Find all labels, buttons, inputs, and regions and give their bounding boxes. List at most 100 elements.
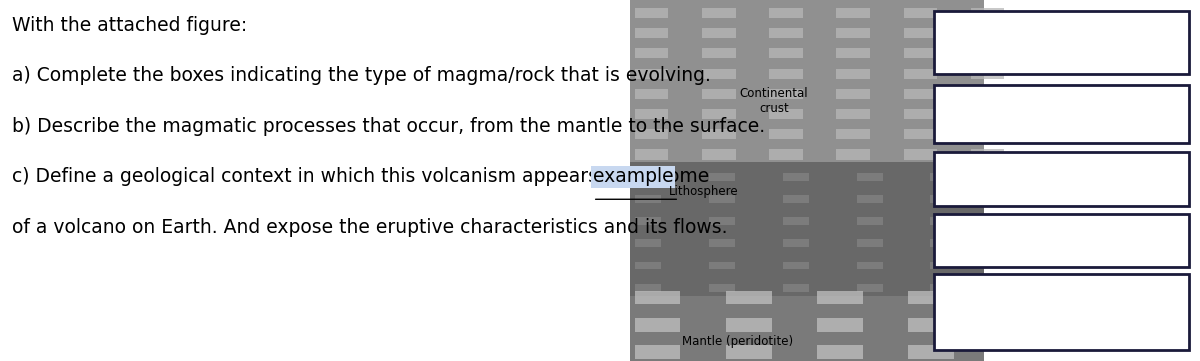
Bar: [709, 261, 736, 269]
Text: example: example: [593, 168, 673, 186]
Bar: [635, 28, 668, 38]
Bar: [971, 28, 1004, 38]
Bar: [836, 28, 870, 38]
Text: c) Define a geological context in which this volcanism appears. Give some: c) Define a geological context in which …: [12, 168, 715, 186]
Bar: [702, 48, 736, 58]
Bar: [971, 69, 1004, 79]
Bar: [635, 129, 668, 139]
Bar: [857, 195, 883, 203]
Bar: [709, 239, 736, 247]
Bar: [769, 89, 803, 99]
Bar: [836, 89, 870, 99]
Bar: [908, 345, 954, 359]
Bar: [769, 28, 803, 38]
Bar: [908, 318, 954, 332]
Bar: [630, 162, 984, 296]
Bar: [836, 149, 870, 160]
Bar: [904, 69, 937, 79]
Bar: [934, 274, 1189, 350]
Bar: [934, 11, 1189, 74]
Bar: [635, 261, 661, 269]
Bar: [635, 69, 668, 79]
Bar: [971, 109, 1004, 119]
Bar: [904, 89, 937, 99]
Bar: [836, 48, 870, 58]
Bar: [782, 261, 809, 269]
Bar: [971, 48, 1004, 58]
Text: Lithosphere: Lithosphere: [668, 185, 738, 198]
Bar: [857, 217, 883, 225]
Bar: [769, 149, 803, 160]
Text: Continental
crust: Continental crust: [739, 87, 809, 115]
Bar: [635, 149, 668, 160]
Bar: [817, 291, 863, 304]
Bar: [782, 239, 809, 247]
Bar: [635, 291, 680, 304]
Bar: [836, 69, 870, 79]
Bar: [934, 214, 1189, 267]
Bar: [702, 69, 736, 79]
Bar: [782, 284, 809, 292]
Bar: [930, 173, 956, 180]
Bar: [857, 284, 883, 292]
Bar: [930, 195, 956, 203]
Bar: [904, 28, 937, 38]
Bar: [836, 109, 870, 119]
Bar: [769, 129, 803, 139]
Bar: [904, 109, 937, 119]
Bar: [817, 318, 863, 332]
Bar: [726, 318, 772, 332]
Text: of a volcano on Earth. And expose the eruptive characteristics and its flows.: of a volcano on Earth. And expose the er…: [12, 218, 727, 237]
Bar: [971, 149, 1004, 160]
Bar: [709, 195, 736, 203]
Bar: [934, 152, 1189, 206]
Bar: [769, 48, 803, 58]
Bar: [782, 173, 809, 180]
Text: With the attached figure:: With the attached figure:: [12, 16, 247, 35]
Bar: [930, 217, 956, 225]
Bar: [930, 261, 956, 269]
Bar: [934, 85, 1189, 143]
Bar: [702, 28, 736, 38]
Bar: [635, 48, 668, 58]
Bar: [702, 89, 736, 99]
Bar: [904, 149, 937, 160]
Bar: [702, 129, 736, 139]
Bar: [782, 217, 809, 225]
Bar: [971, 89, 1004, 99]
Bar: [904, 48, 937, 58]
Bar: [782, 195, 809, 203]
Bar: [836, 129, 870, 139]
Bar: [836, 8, 870, 18]
Bar: [971, 129, 1004, 139]
Bar: [857, 239, 883, 247]
Bar: [857, 261, 883, 269]
Bar: [702, 149, 736, 160]
Bar: [635, 318, 680, 332]
Bar: [635, 239, 661, 247]
Bar: [769, 8, 803, 18]
Bar: [630, 0, 984, 361]
Bar: [635, 284, 661, 292]
Bar: [635, 8, 668, 18]
Bar: [709, 217, 736, 225]
Bar: [635, 345, 680, 359]
Bar: [726, 291, 772, 304]
Bar: [817, 345, 863, 359]
Bar: [635, 195, 661, 203]
Bar: [635, 217, 661, 225]
Bar: [930, 284, 956, 292]
Bar: [630, 0, 984, 162]
Text: b) Describe the magmatic processes that occur, from the mantle to the surface.: b) Describe the magmatic processes that …: [12, 117, 766, 136]
Bar: [635, 173, 661, 180]
Text: Mantle (peridotite): Mantle (peridotite): [682, 335, 793, 348]
Bar: [857, 173, 883, 180]
Bar: [726, 345, 772, 359]
Bar: [630, 296, 984, 361]
Bar: [702, 8, 736, 18]
Bar: [769, 109, 803, 119]
Bar: [971, 8, 1004, 18]
Bar: [930, 239, 956, 247]
Bar: [635, 89, 668, 99]
Bar: [904, 129, 937, 139]
